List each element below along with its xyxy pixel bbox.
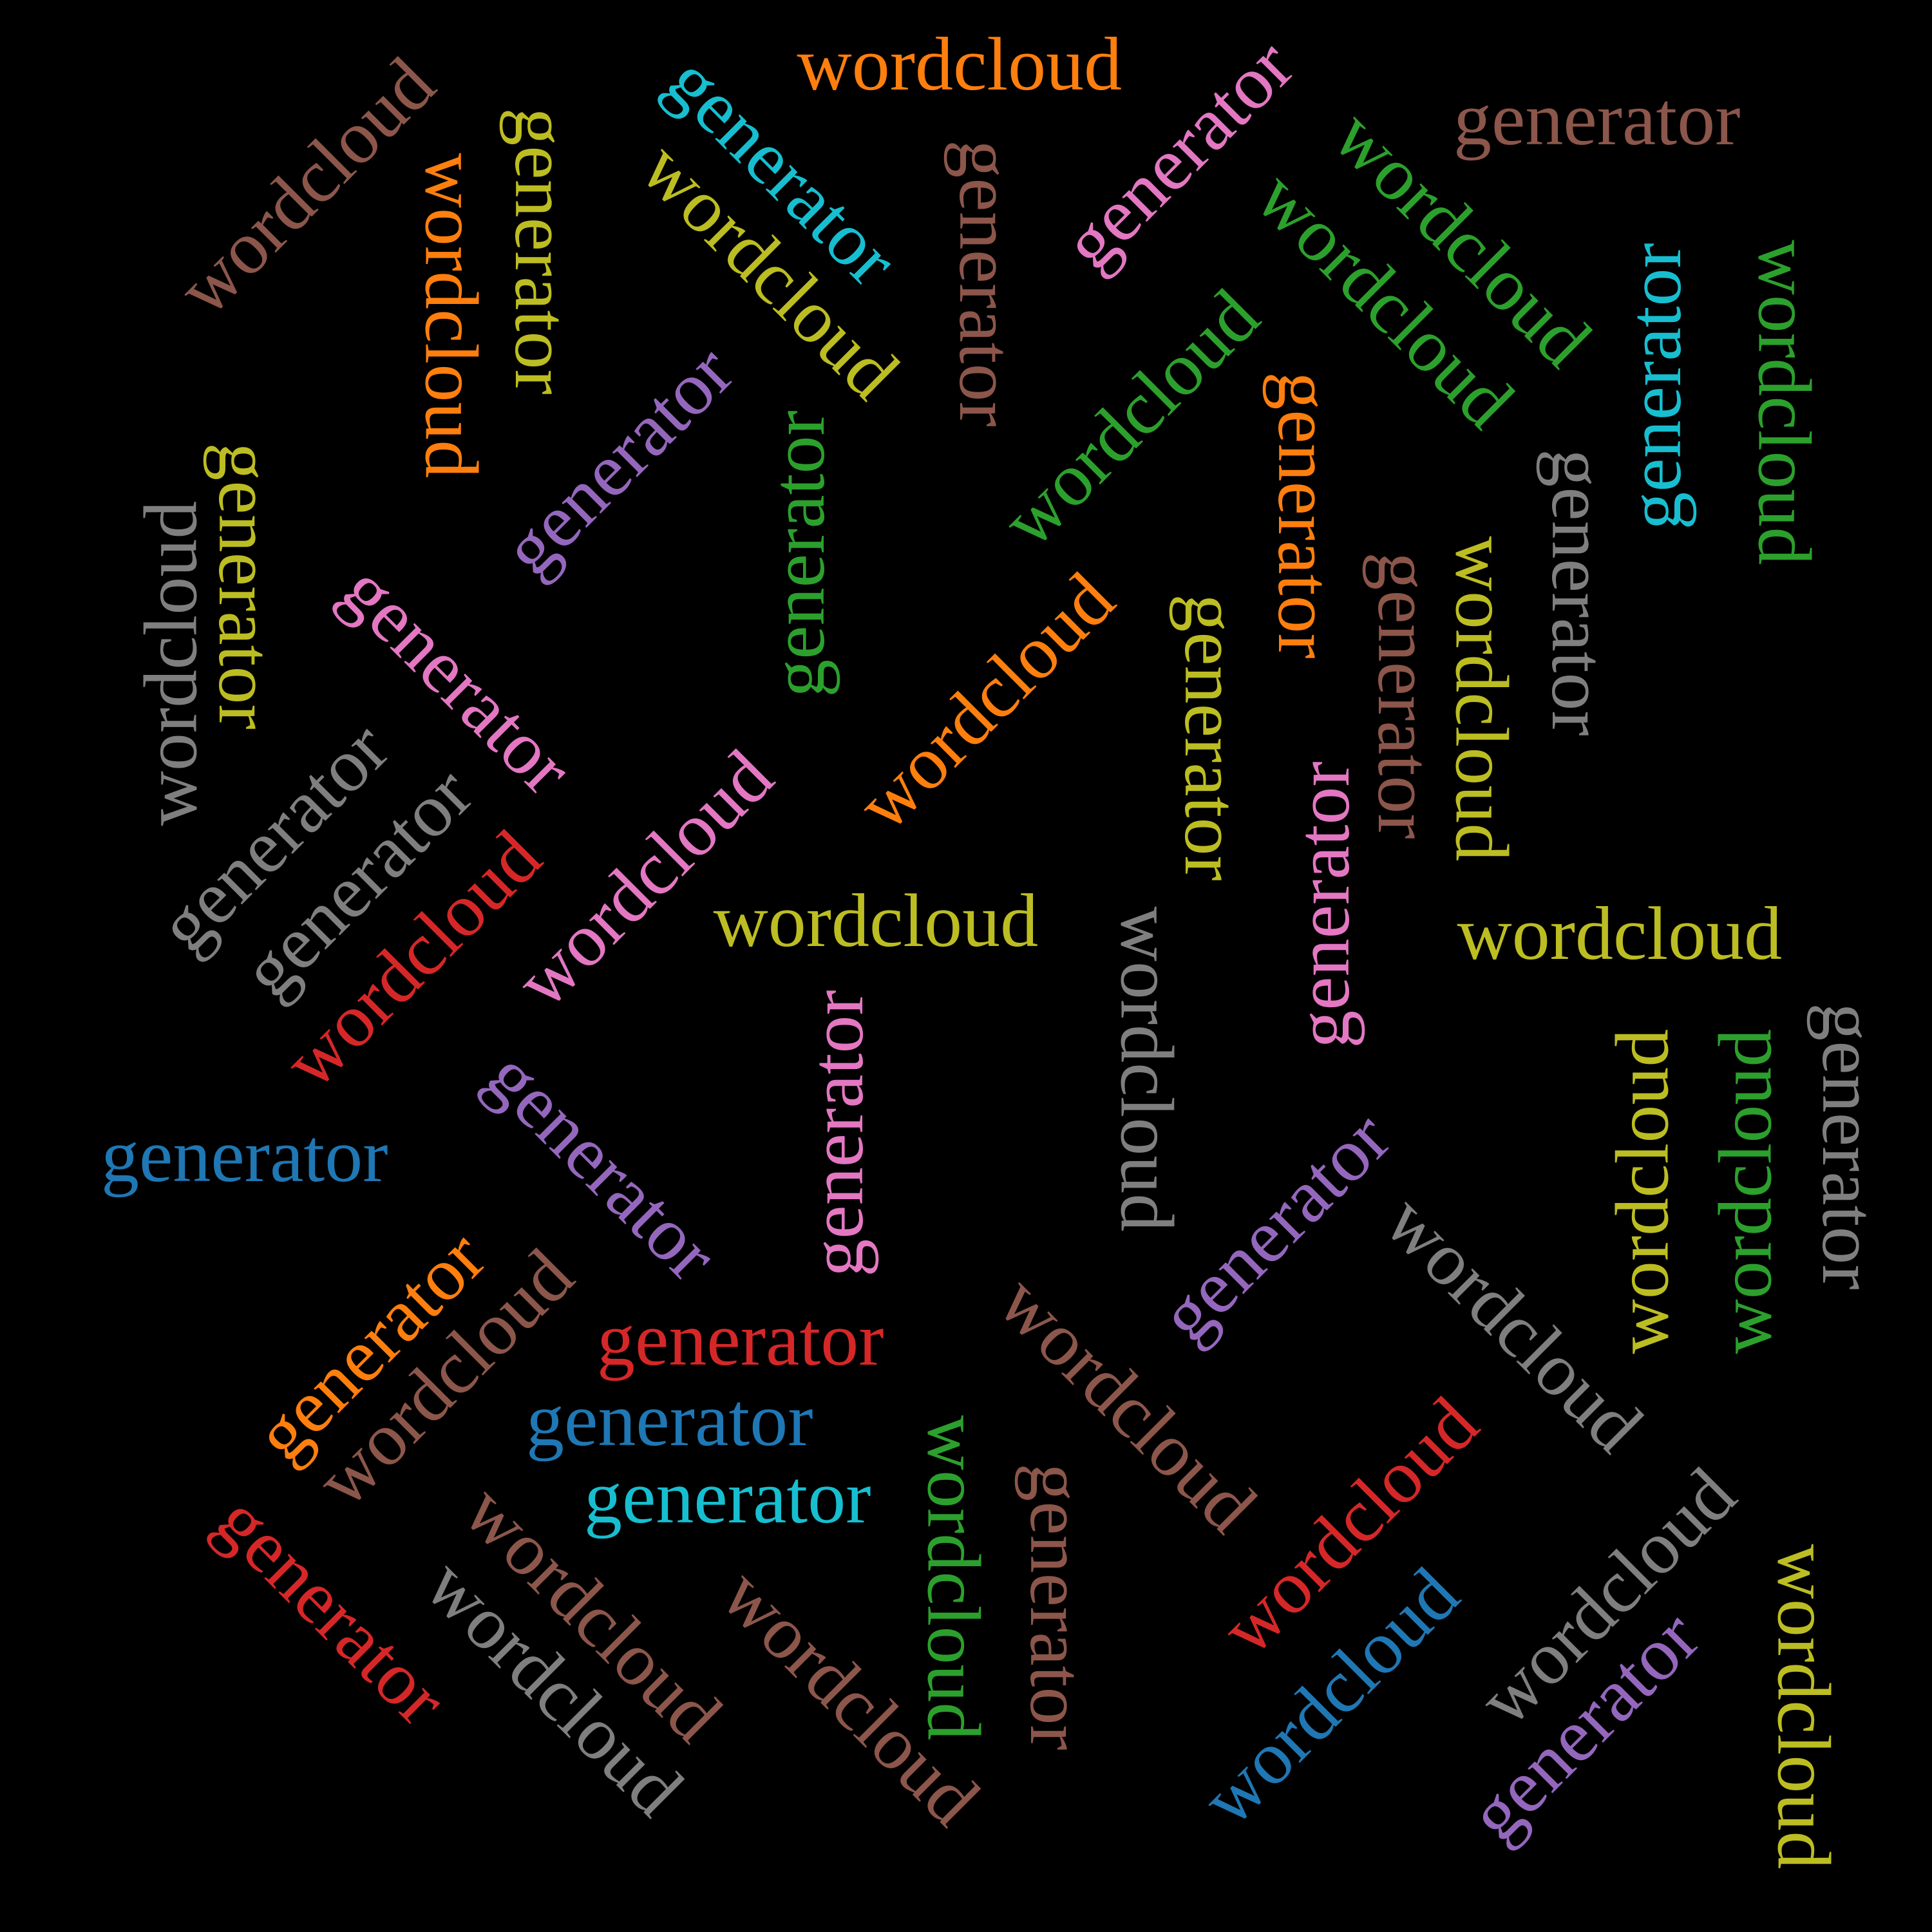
cloud-word-wordcloud: wordcloud: [408, 153, 493, 478]
cloud-word-wordcloud: wordcloud: [1761, 1544, 1846, 1870]
cloud-word-wordcloud: wordcloud: [1104, 906, 1189, 1232]
cloud-word-generator: generator: [943, 140, 1028, 427]
cloud-word-generator: generator: [101, 1113, 388, 1198]
cloud-word-wordcloud: wordcloud: [840, 556, 1130, 847]
cloud-word-wordcloud: wordcloud: [128, 500, 213, 826]
cloud-word-wordcloud: wordcloud: [1702, 1028, 1787, 1354]
cloud-word-generator: generator: [597, 1297, 884, 1381]
cloud-word-generator: generator: [1014, 1463, 1099, 1750]
cloud-word-generator: generator: [794, 990, 879, 1277]
cloud-word-generator: generator: [1262, 372, 1347, 659]
cloud-word-wordcloud: wordcloud: [911, 1415, 996, 1741]
cloud-word-wordcloud: wordcloud: [1457, 891, 1783, 976]
cloud-word-wordcloud: wordcloud: [713, 878, 1039, 963]
cloud-word-generator: generator: [1361, 552, 1446, 839]
cloud-word-wordcloud: wordcloud: [1741, 240, 1826, 565]
cloud-word-wordcloud: wordcloud: [160, 41, 451, 332]
cloud-word-generator: generator: [202, 442, 287, 730]
cloud-word-wordcloud: wordcloud: [797, 22, 1122, 106]
cloud-word-generator: generator: [584, 1455, 871, 1539]
cloud-word-generator: generator: [1535, 449, 1620, 736]
cloud-word-generator: generator: [755, 410, 840, 697]
cloud-word-wordcloud: wordcloud: [1599, 1028, 1684, 1354]
cloud-word-generator: generator: [526, 1378, 813, 1462]
cloud-word-generator: generator: [498, 108, 583, 395]
cloud-word-generator: generator: [1612, 243, 1697, 530]
cloud-word-wordcloud: wordcloud: [985, 273, 1275, 564]
cloud-word-wordcloud: wordcloud: [1439, 536, 1524, 862]
cloud-word-generator: generator: [1168, 594, 1253, 881]
cloud-word-generator: generator: [1280, 761, 1365, 1048]
cloud-word-generator: generator: [1806, 1003, 1891, 1290]
cloud-word-generator: generator: [1454, 77, 1741, 161]
